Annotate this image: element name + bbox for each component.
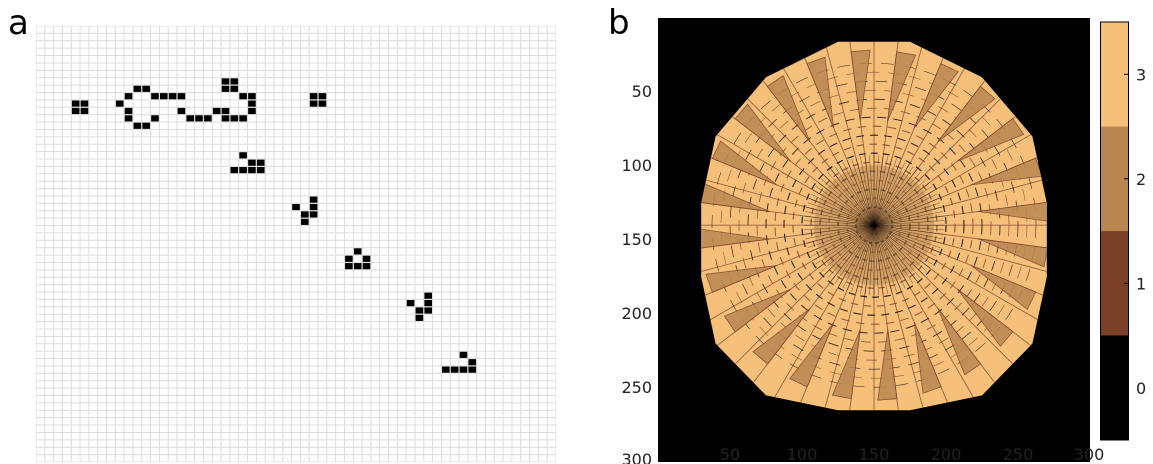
live-cell <box>362 263 371 270</box>
live-cell <box>124 107 133 115</box>
live-cell <box>468 359 477 366</box>
live-cell <box>450 366 459 373</box>
live-cell <box>239 167 247 174</box>
live-cell <box>221 85 230 92</box>
live-cell <box>256 167 265 174</box>
live-cell <box>177 107 186 115</box>
panel-label-b: b <box>608 3 630 43</box>
live-cell <box>424 300 433 307</box>
live-cell <box>309 93 318 100</box>
live-cell <box>124 93 133 100</box>
live-cell <box>221 115 230 122</box>
live-cell <box>248 100 256 107</box>
colorbar-segment <box>1100 231 1129 336</box>
sandpile-heatmap <box>658 18 1090 462</box>
colorbar-segment <box>1100 22 1129 127</box>
live-cell <box>159 93 168 100</box>
colorbar-tick-label: 0 <box>1136 379 1146 398</box>
live-cell <box>230 85 239 92</box>
live-cell <box>151 115 159 122</box>
live-cell <box>248 159 256 166</box>
live-cell <box>345 255 353 262</box>
live-cell <box>468 366 477 373</box>
y-tick-label: 50 <box>632 82 652 101</box>
live-cell <box>353 248 362 255</box>
live-cell <box>424 292 433 299</box>
live-cell <box>230 115 239 122</box>
live-cell <box>309 100 318 107</box>
live-cell <box>415 307 424 314</box>
live-cell <box>239 152 247 159</box>
live-cell <box>345 263 353 270</box>
live-cell <box>71 107 80 115</box>
live-cell <box>309 211 318 218</box>
live-cell <box>309 196 318 203</box>
live-cell <box>212 107 221 115</box>
live-cell <box>221 107 230 115</box>
live-cell <box>195 115 203 122</box>
live-cell <box>318 93 327 100</box>
live-cell <box>142 85 150 92</box>
live-cell <box>239 115 247 122</box>
live-cell <box>248 93 256 100</box>
y-tick-label: 200 <box>621 304 652 323</box>
live-cell <box>71 100 80 107</box>
colorbar: 0 1 2 3 <box>1100 21 1146 441</box>
live-cell <box>186 115 195 122</box>
live-cell <box>424 307 433 314</box>
live-cell <box>151 93 159 100</box>
colorbar-segment <box>1100 335 1129 440</box>
live-cell <box>115 100 124 107</box>
colorbar-tick-label: 3 <box>1136 65 1146 84</box>
y-tick-label: 100 <box>621 156 652 175</box>
live-cell <box>309 203 318 211</box>
sandpile-texture <box>701 41 1047 411</box>
live-cell <box>204 115 212 122</box>
live-cell <box>221 78 230 85</box>
y-tick-label: 300 <box>621 450 652 464</box>
y-tick-label: 150 <box>621 230 652 249</box>
live-cell <box>230 167 239 174</box>
live-cell <box>133 122 142 129</box>
live-cell <box>301 218 309 225</box>
colorbar-segment <box>1100 126 1129 231</box>
game-of-life-grid <box>36 26 556 462</box>
live-cell <box>301 211 309 218</box>
colorbar-tick-label: 2 <box>1136 170 1146 189</box>
grid-lines <box>36 26 556 462</box>
live-cell <box>318 100 327 107</box>
live-cell <box>442 366 450 373</box>
live-cell <box>80 107 89 115</box>
live-cell <box>459 351 468 358</box>
live-cell <box>80 100 89 107</box>
live-cell <box>256 159 265 166</box>
live-cell <box>142 122 150 129</box>
live-cell <box>248 107 256 115</box>
live-cell <box>248 167 256 174</box>
panel-label-a: a <box>8 3 29 43</box>
colorbar-tick-label: 1 <box>1136 274 1146 293</box>
live-cell <box>415 314 424 321</box>
live-cell <box>168 93 177 100</box>
live-cell <box>362 255 371 262</box>
live-cell <box>239 93 247 100</box>
live-cell <box>292 203 300 211</box>
live-cell <box>177 93 186 100</box>
live-cell <box>124 115 133 122</box>
y-tick-label: 250 <box>621 378 652 397</box>
colorbar-frame <box>1100 21 1129 441</box>
sandpile-region <box>701 41 1047 411</box>
live-cell <box>459 366 468 373</box>
live-cell <box>133 85 142 92</box>
live-cell <box>353 263 362 270</box>
live-cell <box>230 78 239 85</box>
live-cell <box>406 300 415 307</box>
